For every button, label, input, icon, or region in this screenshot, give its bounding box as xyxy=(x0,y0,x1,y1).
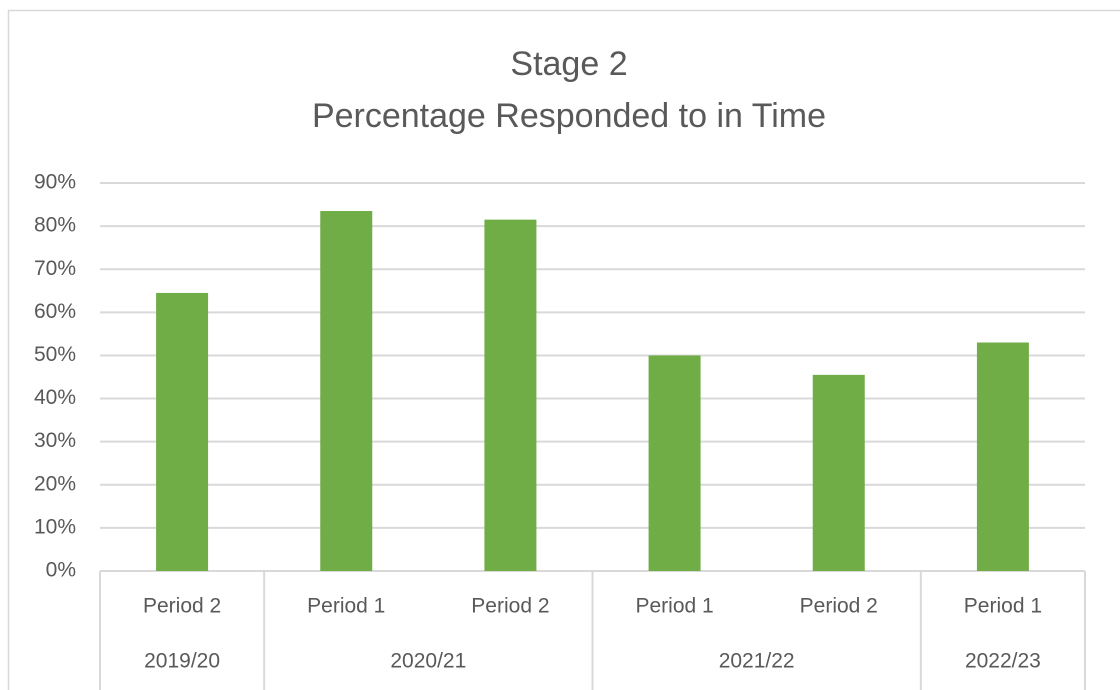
y-tick-label: 50% xyxy=(34,343,76,366)
bar xyxy=(648,355,701,571)
chart-frame xyxy=(7,9,1120,690)
x-tick-label: Period 2 xyxy=(471,595,549,618)
chart-subtitle: Percentage Responded to in Time xyxy=(312,97,826,135)
group-label: 2022/23 xyxy=(965,650,1041,673)
y-tick-label: 0% xyxy=(46,559,76,582)
y-tick-label: 60% xyxy=(34,300,76,323)
y-tick-label: 10% xyxy=(34,515,76,538)
y-tick-label: 20% xyxy=(34,472,76,495)
y-tick-label: 70% xyxy=(34,257,76,280)
y-tick-label: 90% xyxy=(34,171,76,194)
chart-title: Stage 2 xyxy=(510,45,627,83)
y-tick-label: 30% xyxy=(34,429,76,452)
group-label: 2020/21 xyxy=(390,650,466,673)
bar xyxy=(320,211,373,571)
group-label: 2019/20 xyxy=(144,650,220,673)
y-tick-label: 40% xyxy=(34,386,76,409)
group-label: 2021/22 xyxy=(719,650,795,673)
x-tick-label: Period 2 xyxy=(143,595,221,618)
bar xyxy=(812,374,865,571)
bar xyxy=(156,292,209,571)
x-tick-label: Period 1 xyxy=(635,595,713,618)
x-tick-label: Period 1 xyxy=(307,595,385,618)
x-tick-label: Period 2 xyxy=(800,595,878,618)
y-tick-label: 80% xyxy=(34,214,76,237)
bar xyxy=(484,219,537,571)
bar xyxy=(976,342,1029,571)
x-tick-label: Period 1 xyxy=(964,595,1042,618)
